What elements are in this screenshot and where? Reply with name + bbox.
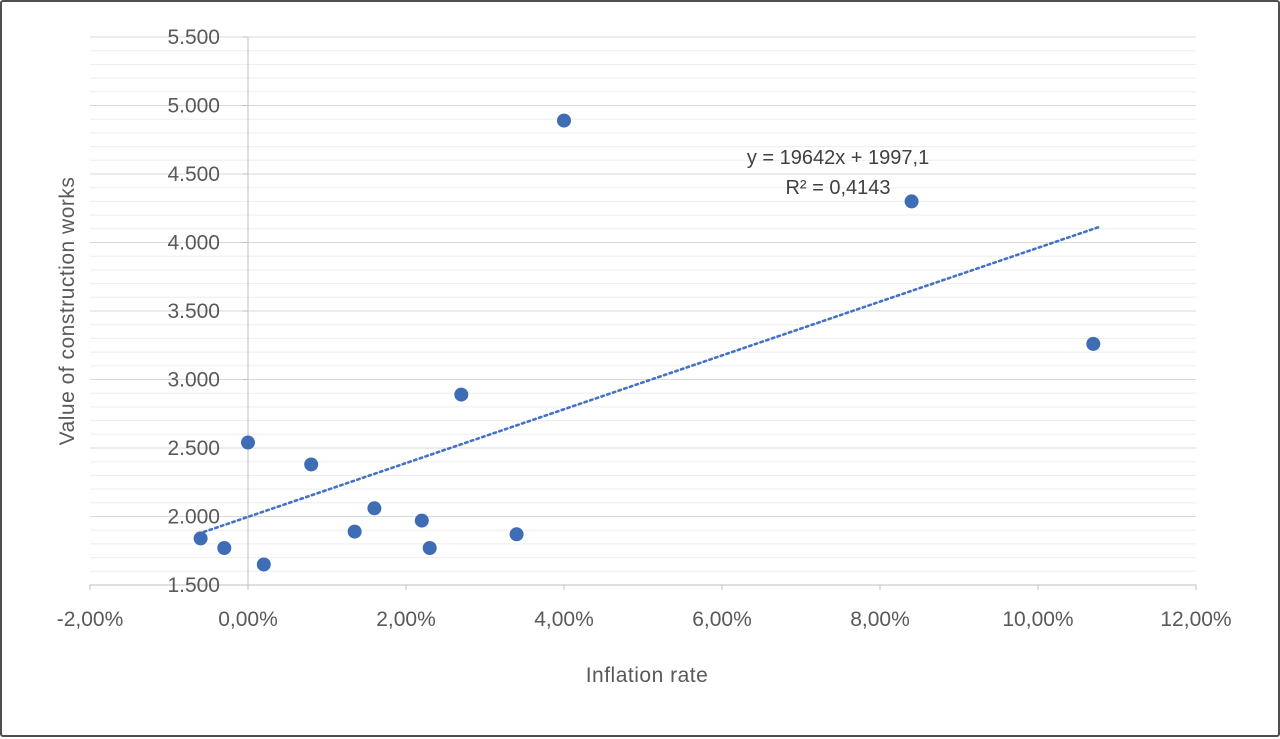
x-axis-title: Inflation rate xyxy=(586,664,709,688)
x-axis-line xyxy=(90,585,1196,590)
y-axis-title: Value of construction works xyxy=(56,177,80,446)
trendline-equation: y = 19642x + 1997,1 xyxy=(747,143,929,173)
x-tick-label: -2,00% xyxy=(57,608,124,631)
y-tick-labels: 1.500 2.000 2.500 3.000 3.500 4.000 4.500 5.000… xyxy=(167,26,220,597)
data-point xyxy=(348,525,362,539)
data-point xyxy=(454,388,468,402)
trendline-r-squared: R² = 0,4143 xyxy=(747,173,929,203)
trendline-annotation: y = 19642x + 1997,1 R² = 0,4143 xyxy=(747,143,929,203)
x-tick-labels: -2,00% 0,00% 2,00% 4,00% 6,00% 8,00% 10,00% 12,… xyxy=(57,608,1232,631)
data-point xyxy=(194,531,208,545)
y-tick-label: 5.000 xyxy=(167,95,220,118)
data-point xyxy=(304,457,318,471)
y-tick-label: 3.500 xyxy=(167,300,220,323)
y-tick-label: 1.500 xyxy=(167,574,220,597)
data-point xyxy=(1086,337,1100,351)
x-tick-label: 8,00% xyxy=(850,608,910,631)
x-tick-label: 2,00% xyxy=(376,608,436,631)
x-tick-label: 4,00% xyxy=(534,608,594,631)
x-tick-label: 6,00% xyxy=(692,608,752,631)
y-tick-label: 3.000 xyxy=(167,369,220,392)
y-tick-label: 4.000 xyxy=(167,232,220,255)
data-point xyxy=(241,436,255,450)
data-point xyxy=(415,514,429,528)
y-tick-label: 2.500 xyxy=(167,437,220,460)
data-point xyxy=(423,541,437,555)
y-tick-label: 2.000 xyxy=(167,506,220,529)
trendline xyxy=(198,227,1099,534)
x-tick-label: 10,00% xyxy=(1002,608,1073,631)
data-point xyxy=(510,527,524,541)
data-point xyxy=(557,114,571,128)
y-tick-label: 4.500 xyxy=(167,163,220,186)
data-point xyxy=(257,557,271,571)
data-point xyxy=(217,541,231,555)
x-tick-label: 0,00% xyxy=(218,608,278,631)
y-tick-label: 5.500 xyxy=(167,26,220,49)
data-point xyxy=(367,501,381,515)
x-tick-label: 12,00% xyxy=(1160,608,1231,631)
